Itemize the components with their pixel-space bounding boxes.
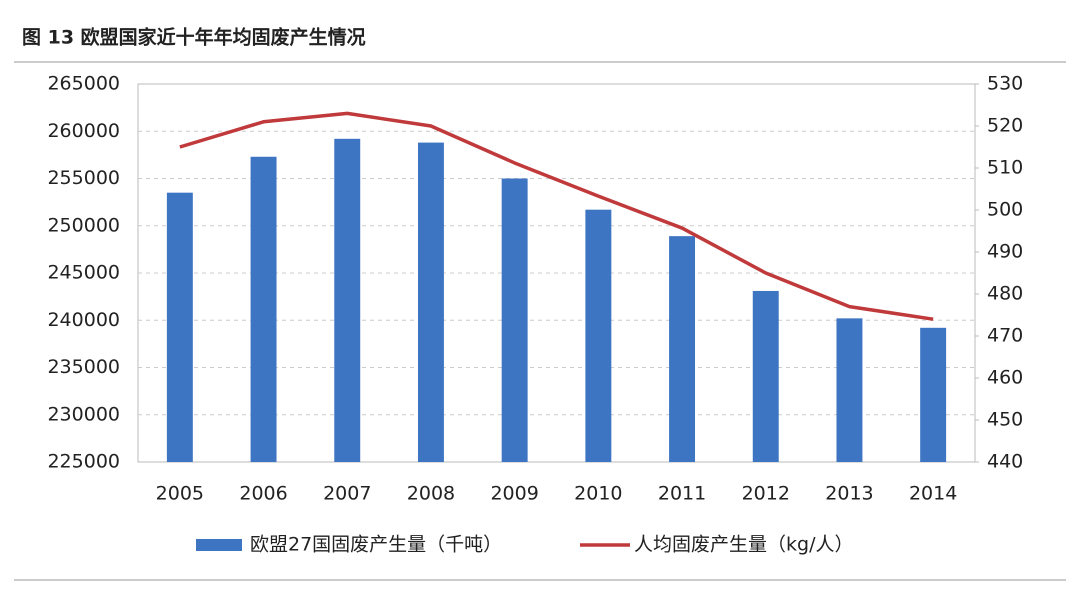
y2-tick-label: 450 [987,409,1023,431]
x-tick-label: 2007 [323,483,371,505]
y-tick-label: 260000 [47,120,120,142]
bar [920,327,947,462]
bar [417,142,444,462]
y-tick-label: 225000 [47,451,120,473]
y-tick-label: 235000 [47,356,120,378]
x-tick-label: 2010 [574,483,622,505]
x-tick-label: 2012 [742,483,790,505]
x-tick-label: 2006 [239,483,287,505]
bar [669,236,696,462]
legend-label: 人均固废产生量（kg/人） [634,534,853,556]
y-tick-label: 245000 [47,262,120,284]
y-tick-label: 240000 [47,309,120,331]
y2-tick-label: 480 [987,283,1023,305]
y2-tick-label: 530 [987,73,1023,95]
x-tick-label: 2009 [490,483,538,505]
bar [166,192,193,463]
x-tick-label: 2011 [658,483,706,505]
legend-swatch [196,539,242,551]
y2-tick-label: 520 [987,115,1023,137]
bar [836,318,863,462]
y2-tick-label: 490 [987,241,1023,263]
x-tick-label: 2014 [909,483,957,505]
bar [334,138,361,462]
y-tick-label: 255000 [47,167,120,189]
legend-label: 欧盟27国固废产生量（千吨） [250,534,502,556]
y2-tick-label: 500 [987,199,1023,221]
y-tick-label: 230000 [47,403,120,425]
y2-tick-label: 460 [987,367,1023,389]
y2-tick-label: 440 [987,451,1023,473]
y-tick-label: 265000 [47,73,120,95]
y-tick-label: 250000 [47,214,120,236]
chart-title: 图 13 欧盟国家近十年年均固废产生情况 [22,26,366,49]
line [179,111,934,321]
bar [752,290,779,462]
bar [250,156,277,462]
y2-tick-label: 470 [987,325,1023,347]
bar [501,178,528,462]
bar [585,209,612,462]
y2-tick-label: 510 [987,157,1023,179]
x-tick-label: 2005 [156,483,204,505]
x-tick-label: 2008 [407,483,455,505]
x-tick-label: 2013 [825,483,873,505]
